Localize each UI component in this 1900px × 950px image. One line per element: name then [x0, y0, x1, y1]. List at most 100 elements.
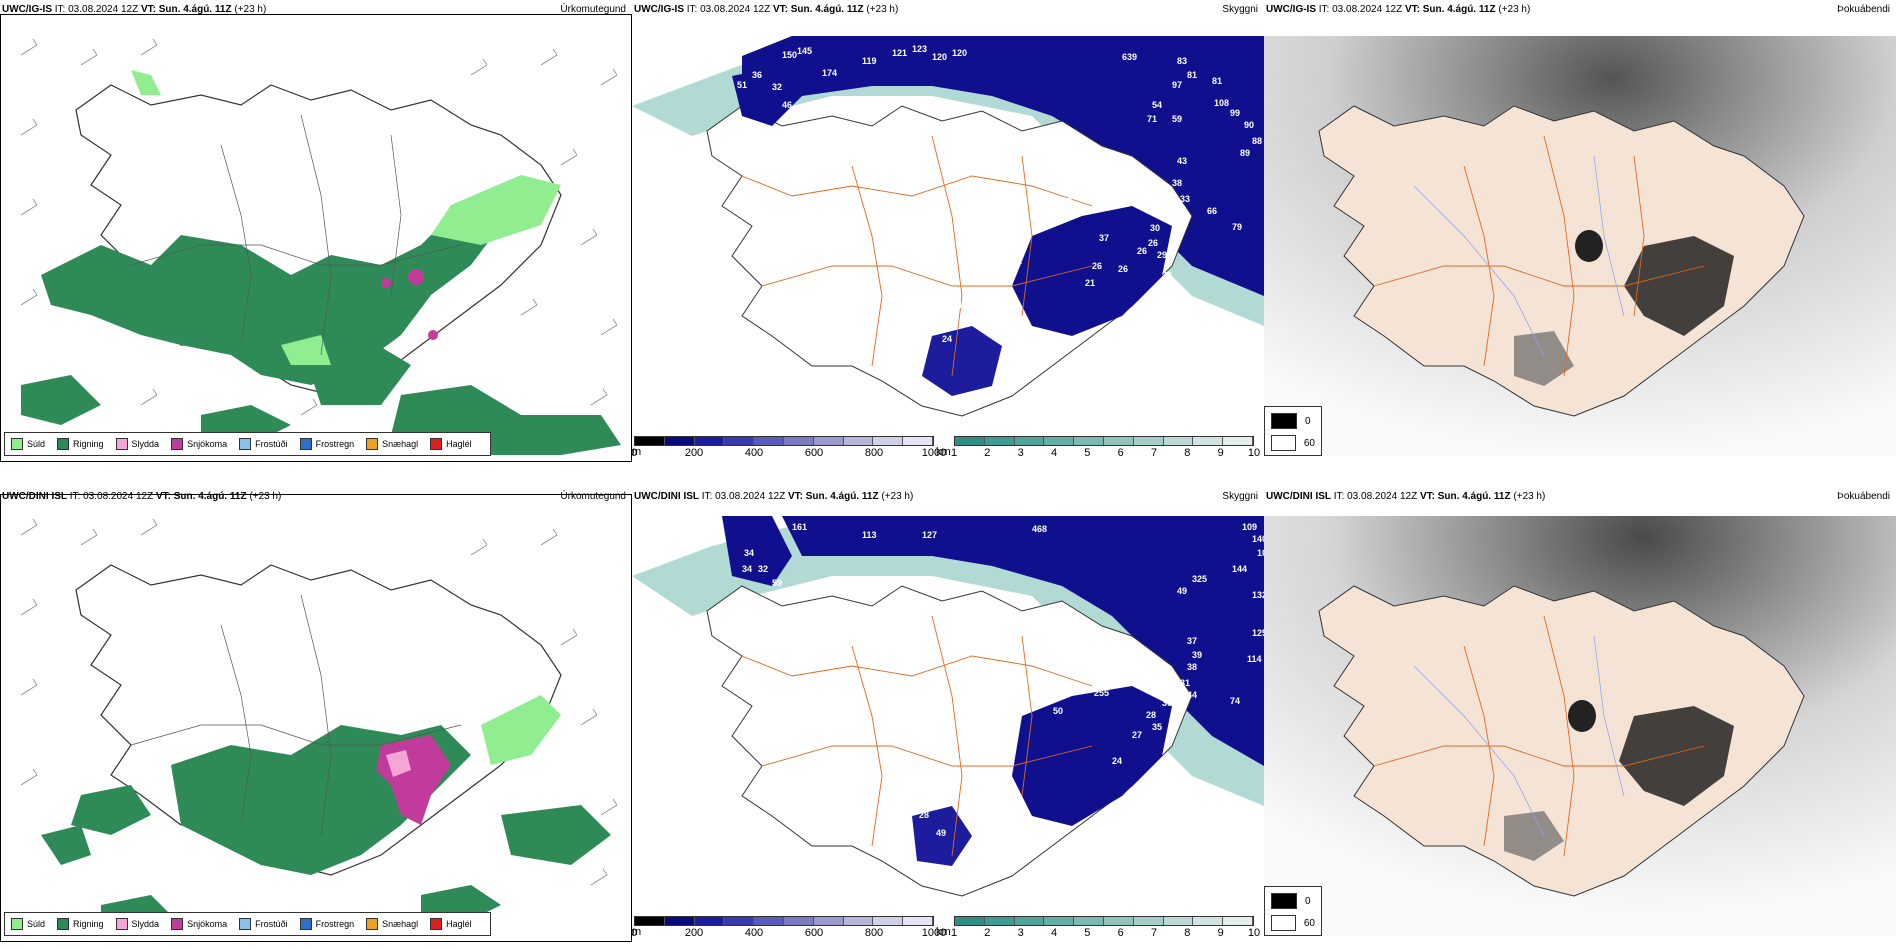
fog-legend-row: 0: [1271, 413, 1315, 429]
visibility-labels: 161 113 127 468 109 140 107 144 132 325 34 34 32 59 49…: [742, 522, 1264, 838]
legend-label: Slydda: [131, 919, 160, 929]
map-area[interactable]: [0, 14, 632, 462]
init-time: 03.08.2024 12Z: [715, 491, 786, 502]
init-time-label: IT:: [69, 491, 81, 502]
cloud-base-value: 255: [1094, 688, 1109, 698]
cloud-base-value: 39: [1192, 650, 1202, 660]
panel-header: UWC/DINI ISL IT: 03.08.2024 12Z VT: Sun.…: [0, 487, 632, 507]
legend-swatch: [299, 918, 312, 930]
map-area[interactable]: 150 145 119 121 123 120 120 174 51 36 32 46 639 83 81 8…: [632, 36, 1264, 448]
map-area[interactable]: 161 113 127 468 109 140 107 144 132 325 34 34 32 59 49…: [632, 516, 1264, 928]
lead-time: (+23 h): [1498, 4, 1531, 15]
scale-tick-label: 3: [1017, 927, 1024, 939]
scale-cell: [903, 917, 933, 925]
scale-cell: [955, 437, 985, 445]
cloud-base-value: 468: [1032, 524, 1047, 534]
cloud-base-value: 79: [1032, 694, 1042, 704]
roads: [741, 615, 1093, 857]
legend-swatch: [11, 918, 23, 930]
legend-item: Slydda: [115, 918, 160, 930]
init-time-label: IT:: [701, 491, 713, 502]
panel-header: UWC/IG-IS IT: 03.08.2024 12Z VT: Sun. 4.…: [1264, 0, 1896, 20]
scale-tick-label: 2: [984, 927, 991, 939]
cloud-base-value: 174: [822, 68, 837, 78]
cloud-base-value: 26: [1137, 246, 1147, 256]
cloud-base-value: 38: [1187, 662, 1197, 672]
cloud-base-value: 36: [752, 70, 762, 80]
legend-item: Frostúði: [239, 438, 288, 450]
fog-swatch-dark: [1271, 893, 1297, 909]
scale-cell: [1074, 437, 1104, 445]
scale-tick-label: 800: [864, 927, 884, 939]
cloud-base-value: 119: [862, 56, 877, 66]
scale-tick-label: 200: [684, 447, 704, 459]
cloud-base-value: 24: [942, 334, 952, 344]
valid-time: Sun. 4.ágú. 11Z: [805, 491, 879, 502]
cloud-base-value: 120: [932, 52, 947, 62]
legend-swatch: [57, 438, 70, 450]
fog-legend-label: 60: [1303, 917, 1315, 929]
scale-cell: [694, 437, 725, 445]
legend-label: Rigning: [73, 439, 104, 449]
cloud-base-value: 44: [1187, 690, 1197, 700]
fog-legend: 0 60: [1264, 406, 1322, 456]
cloud-base-value: 33: [1180, 194, 1190, 204]
map-area[interactable]: [0, 494, 632, 942]
cloud-base-value: 79: [1232, 222, 1242, 232]
scale-cell: [984, 437, 1015, 445]
legend-swatch: [430, 918, 443, 930]
init-time-label: IT:: [1333, 491, 1345, 502]
fog-panel-1: UWC/IG-IS IT: 03.08.2024 12Z VT: Sun. 4.…: [1264, 0, 1896, 470]
scale-cell: [1193, 437, 1224, 445]
map-area[interactable]: [1264, 516, 1896, 936]
model-name: UWC/DINI ISL: [1266, 491, 1331, 502]
fog-map: [1264, 36, 1896, 456]
scale-cell: [664, 917, 695, 925]
scale-tick-label: 8: [1184, 927, 1191, 939]
cloud-base-value: 639: [1122, 52, 1137, 62]
scale-cell: [783, 917, 814, 925]
cloud-base-value: 31: [1180, 678, 1190, 688]
legend-item: Súld: [11, 918, 45, 930]
cloud-base-value: 113: [862, 530, 877, 540]
scale-cell: [1074, 917, 1104, 925]
legend-label: Snjókoma: [187, 439, 228, 449]
cloud-base-value: 90: [1244, 120, 1254, 130]
lead-time: (+23 h): [234, 4, 267, 15]
ceiling-scale-ticks: 0 200 400 600 800 1000: [632, 927, 946, 941]
visibility-panel-2: UWC/DINI ISL IT: 03.08.2024 12Z VT: Sun.…: [632, 480, 1264, 950]
scale-tick-label: 1000: [921, 927, 947, 939]
scale-cell: [1103, 437, 1134, 445]
roads: [741, 135, 1093, 377]
lead-time: (+23 h): [866, 4, 899, 15]
scale-tick-label: 400: [744, 927, 764, 939]
ceiling-scale: 0 200 400 600 800 1000 m: [632, 916, 946, 942]
scale-tick-label: 9: [1217, 447, 1224, 459]
scale-tick-label: 8: [1184, 447, 1191, 459]
cloud-base-value: 34: [742, 564, 752, 574]
valid-time-label: VT:: [155, 491, 171, 502]
scale-cell: [1014, 437, 1045, 445]
legend-swatch: [366, 918, 379, 930]
precip-map: [20, 38, 621, 455]
cloud-base-value: 45: [932, 300, 942, 310]
fog-south: [1514, 331, 1574, 386]
cloud-base-value: 86: [1062, 668, 1072, 678]
cloud-base-value: 35: [1170, 206, 1180, 216]
legend-item: Súld: [11, 438, 45, 450]
iceland-land: [1318, 585, 1805, 897]
visibility-scale-ticks: 1 2 3 4 5 6 7 8 9 10: [951, 927, 1260, 941]
valid-time-label: VT:: [1419, 491, 1435, 502]
valid-time-label: VT:: [1404, 4, 1420, 15]
panel-header: UWC/IG-IS IT: 03.08.2024 12Z VT: Sun. 4.…: [0, 0, 632, 20]
cloud-base-value: 145: [797, 46, 812, 56]
map-area[interactable]: [1264, 36, 1896, 456]
legend-swatch: [115, 438, 128, 450]
cloud-base-value: 21: [1085, 278, 1095, 288]
scale-tick-label: 9: [1217, 927, 1224, 939]
scale-cell: [813, 437, 844, 445]
cloud-base-value: 37: [1099, 233, 1109, 243]
cloud-base-value: 66: [1207, 206, 1217, 216]
